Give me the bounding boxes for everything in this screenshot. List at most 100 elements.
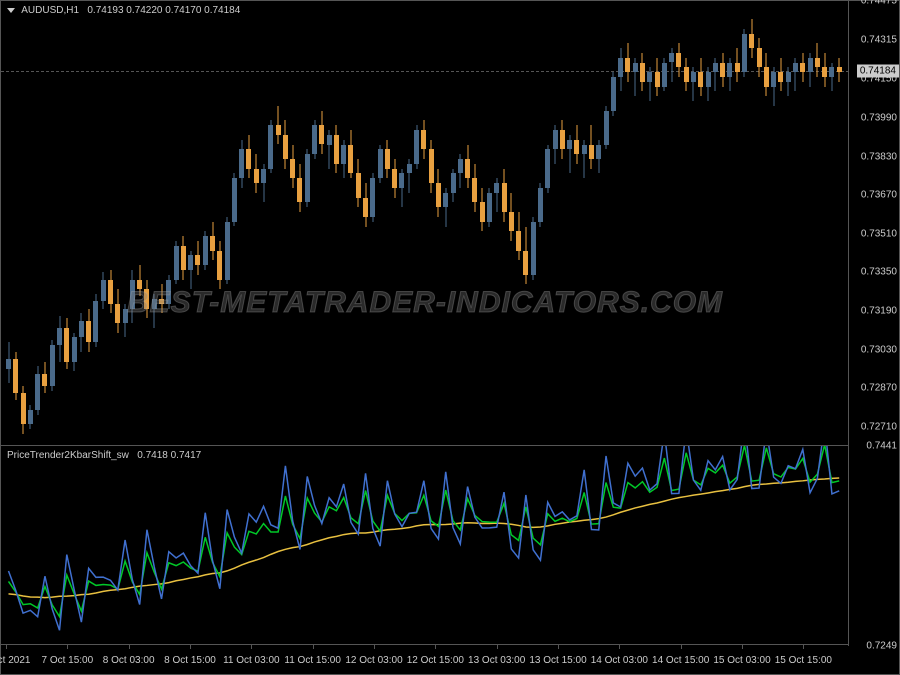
x-tick-label: 11 Oct 03:00 — [223, 655, 280, 666]
x-tick-label: 12 Oct 03:00 — [345, 655, 402, 666]
candle — [152, 1, 157, 446]
main-chart-panel[interactable]: AUDUSD,H1 0.74193 0.74220 0.74170 0.7418… — [1, 1, 849, 446]
candle — [21, 1, 26, 446]
candle — [480, 1, 485, 446]
candle — [348, 1, 353, 446]
candle — [50, 1, 55, 446]
candle — [604, 1, 609, 446]
candle — [676, 1, 681, 446]
candle — [334, 1, 339, 446]
candle — [290, 1, 295, 446]
chevron-down-icon[interactable] — [7, 8, 15, 13]
candle — [57, 1, 62, 446]
candle — [174, 1, 179, 446]
candle — [79, 1, 84, 446]
candle — [421, 1, 426, 446]
candle — [6, 1, 11, 446]
candle — [771, 1, 776, 446]
candle — [815, 1, 820, 446]
candle — [276, 1, 281, 446]
y-axis: 0.744750.743150.741500.739900.738300.736… — [847, 1, 899, 646]
y-tick-label: 0.73990 — [861, 112, 897, 123]
candle — [64, 1, 69, 446]
candle — [305, 1, 310, 446]
candle — [545, 1, 550, 446]
y-tick-label: 0.72870 — [861, 383, 897, 394]
y-tick-label: 0.73190 — [861, 305, 897, 316]
y-tick-label: 0.73350 — [861, 267, 897, 278]
candle — [268, 1, 273, 446]
candle — [108, 1, 113, 446]
indicator-header: PriceTrender2KbarShift_sw 0.7418 0.7417 — [7, 450, 201, 461]
candle — [225, 1, 230, 446]
symbol-label: AUDUSD,H1 — [21, 5, 79, 16]
indicator-name: PriceTrender2KbarShift_sw — [7, 450, 129, 461]
candle — [451, 1, 456, 446]
candle — [574, 1, 579, 446]
x-tick-label: 13 Oct 15:00 — [529, 655, 586, 666]
candle — [86, 1, 91, 446]
candle — [735, 1, 740, 446]
candle — [487, 1, 492, 446]
x-tick-label: 13 Oct 03:00 — [468, 655, 525, 666]
candle — [560, 1, 565, 446]
candle — [363, 1, 368, 446]
candle — [640, 1, 645, 446]
x-tick-label: 7 Oct 15:00 — [41, 655, 93, 666]
candle — [662, 1, 667, 446]
x-tick-label: 14 Oct 03:00 — [591, 655, 648, 666]
x-tick-label: 15 Oct 03:00 — [713, 655, 770, 666]
x-tick-label: 12 Oct 15:00 — [407, 655, 464, 666]
x-tick-label: 7 Oct 2021 — [0, 655, 30, 666]
candle — [217, 1, 222, 446]
indicator-y-tick: 0.7249 — [866, 641, 897, 652]
candle — [749, 1, 754, 446]
candle — [538, 1, 543, 446]
candle — [319, 1, 324, 446]
candle — [706, 1, 711, 446]
candle — [633, 1, 638, 446]
y-tick-label: 0.74315 — [861, 34, 897, 45]
candle — [115, 1, 120, 446]
candle — [72, 1, 77, 446]
candle — [254, 1, 259, 446]
candle — [589, 1, 594, 446]
x-tick-label: 8 Oct 15:00 — [164, 655, 216, 666]
chart-header: AUDUSD,H1 0.74193 0.74220 0.74170 0.7418… — [7, 5, 240, 16]
candle — [28, 1, 33, 446]
candle — [829, 1, 834, 446]
candle — [385, 1, 390, 446]
candle — [494, 1, 499, 446]
candle — [93, 1, 98, 446]
candle — [232, 1, 237, 446]
y-tick-label: 0.73670 — [861, 190, 897, 201]
indicator-y-tick: 0.7441 — [866, 441, 897, 452]
chart-container: AUDUSD,H1 0.74193 0.74220 0.74170 0.7418… — [0, 0, 900, 675]
candle — [596, 1, 601, 446]
candle — [553, 1, 558, 446]
y-tick-label: 0.74475 — [861, 0, 897, 7]
candle — [720, 1, 725, 446]
candle — [684, 1, 689, 446]
candle — [582, 1, 587, 446]
indicator-panel[interactable]: PriceTrender2KbarShift_sw 0.7418 0.7417 — [1, 446, 849, 646]
candle — [341, 1, 346, 446]
candle — [669, 1, 674, 446]
candle — [757, 1, 762, 446]
candle — [443, 1, 448, 446]
y-tick-label: 0.72710 — [861, 421, 897, 432]
candle — [611, 1, 616, 446]
candle — [429, 1, 434, 446]
candle — [130, 1, 135, 446]
candle — [531, 1, 536, 446]
candle — [166, 1, 171, 446]
candle — [567, 1, 572, 446]
candle — [203, 1, 208, 446]
x-tick-label: 15 Oct 15:00 — [775, 655, 832, 666]
candle — [144, 1, 149, 446]
indicator-lines — [1, 446, 849, 646]
y-tick-label: 0.73510 — [861, 228, 897, 239]
candle — [101, 1, 106, 446]
candle — [327, 1, 332, 446]
candle — [312, 1, 317, 446]
